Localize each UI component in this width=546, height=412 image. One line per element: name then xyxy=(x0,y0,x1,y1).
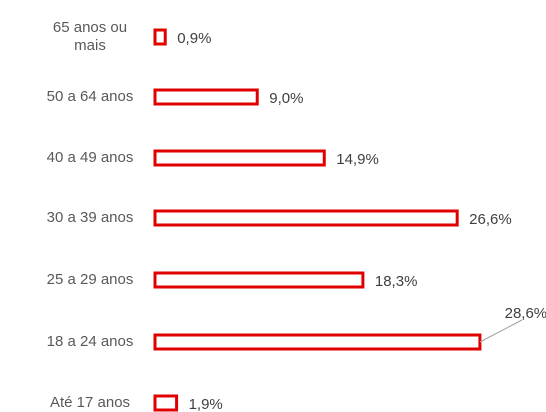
bar xyxy=(153,88,259,106)
category-label: 65 anos ou mais xyxy=(52,19,128,54)
bar xyxy=(153,394,179,412)
category-label: 30 a 39 anos xyxy=(46,209,134,226)
value-label: 28,6% xyxy=(505,305,546,322)
value-label: 14,9% xyxy=(336,151,379,168)
bar xyxy=(153,333,482,351)
category-label: Até 17 anos xyxy=(49,394,131,411)
bar xyxy=(153,209,459,227)
value-label: 0,9% xyxy=(177,30,211,47)
value-label: 1,9% xyxy=(189,396,223,412)
bar xyxy=(153,271,365,289)
value-label: 18,3% xyxy=(375,273,418,290)
category-label: 50 a 64 anos xyxy=(46,88,134,105)
value-label: 26,6% xyxy=(469,211,512,228)
value-label: 9,0% xyxy=(269,90,303,107)
leader-line xyxy=(479,319,523,343)
category-label: 18 a 24 anos xyxy=(46,333,134,350)
category-label: 40 a 49 anos xyxy=(46,149,134,166)
category-label: 25 a 29 anos xyxy=(46,271,134,288)
bar xyxy=(153,149,326,167)
bar xyxy=(153,28,167,46)
